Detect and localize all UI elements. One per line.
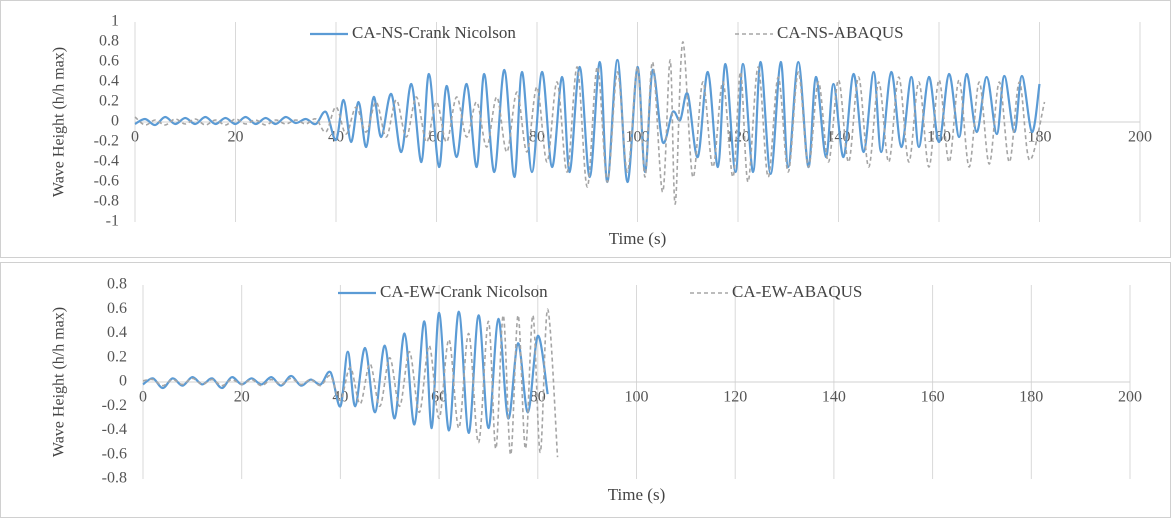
y-tick-label: 0.8 (99, 33, 119, 50)
x-tick-label: 180 (1028, 129, 1052, 146)
y-tick-label: -0.2 (102, 397, 127, 414)
y-tick-label: 0.6 (99, 53, 119, 70)
x-tick-label: 200 (1118, 389, 1142, 406)
y-axis-label: Wave Height (h/h max) (51, 47, 68, 197)
legend-label: CA-EW-Crank Nicolson (380, 282, 548, 301)
x-tick-label: 200 (1128, 129, 1152, 146)
x-tick-label: 160 (921, 389, 945, 406)
y-tick-label: 1 (111, 13, 119, 30)
series-line (142, 310, 549, 435)
x-tick-label: 20 (234, 389, 250, 406)
y-tick-label: -1 (106, 213, 119, 230)
y-tick-label: -0.6 (94, 173, 119, 190)
y-tick-label: -0.4 (102, 421, 127, 438)
y-tick-label: 0.2 (99, 93, 119, 110)
y-tick-label: 0.4 (99, 73, 119, 90)
y-tick-label: -0.4 (94, 153, 119, 170)
y-tick-label: -0.6 (102, 445, 127, 462)
y-tick-label: 0.8 (107, 276, 127, 293)
panel-frame (0, 262, 1171, 518)
y-tick-label: -0.2 (94, 133, 119, 150)
y-tick-label: 0.4 (107, 324, 127, 341)
y-tick-label: 0.6 (107, 300, 127, 317)
legend-label: CA-NS-ABAQUS (777, 23, 904, 42)
legend-label: CA-EW-ABAQUS (732, 282, 862, 301)
legend-label: CA-NS-Crank Nicolson (352, 23, 516, 42)
series-line (142, 308, 559, 458)
x-tick-label: 140 (822, 389, 846, 406)
y-tick-label: 0 (111, 113, 119, 130)
y-axis-label: Wave Height (h/h max) (51, 307, 68, 457)
x-tick-label: 100 (626, 129, 650, 146)
x-tick-label: 0 (139, 389, 147, 406)
x-tick-label: 40 (328, 129, 344, 146)
x-tick-label: 100 (625, 389, 649, 406)
x-tick-label: 0 (131, 129, 139, 146)
series-line (134, 58, 1041, 184)
x-tick-label: 120 (723, 389, 747, 406)
x-tick-label: 20 (228, 129, 244, 146)
y-tick-label: 0.2 (107, 348, 127, 365)
x-axis-label: Time (s) (608, 485, 665, 504)
x-tick-label: 180 (1019, 389, 1043, 406)
x-axis-label: Time (s) (609, 229, 666, 248)
x-tick-label: 160 (927, 129, 951, 146)
series-line (134, 41, 1046, 205)
y-tick-label: 0 (119, 373, 127, 390)
x-tick-label: 60 (429, 129, 445, 146)
y-tick-label: -0.8 (102, 470, 127, 487)
y-tick-label: -0.8 (94, 193, 119, 210)
